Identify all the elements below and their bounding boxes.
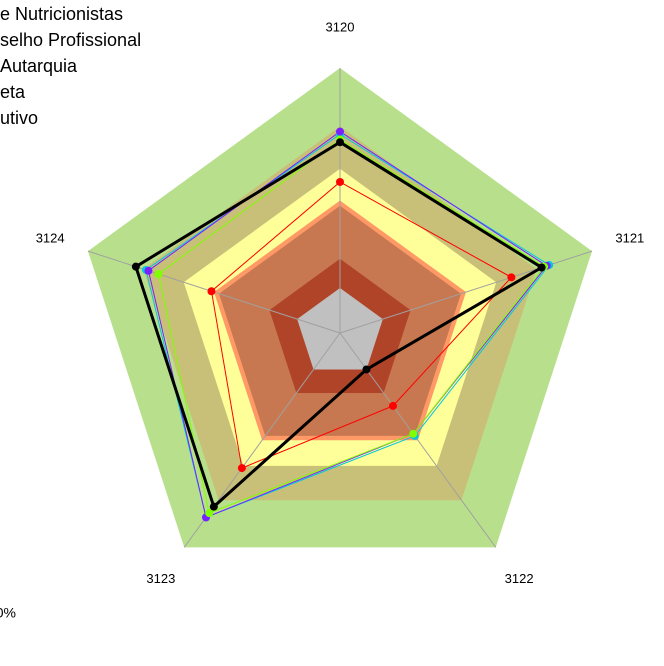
series-point: [209, 502, 218, 511]
series-line: [210, 181, 513, 469]
legend-label: selho Profissional: [0, 30, 141, 50]
series-point: [336, 177, 344, 186]
series-point: [409, 429, 418, 438]
series-point: [131, 262, 140, 271]
axis-label: 3123: [146, 571, 175, 586]
legend-label: Autarquia: [0, 56, 78, 76]
series-point: [507, 273, 516, 282]
series-line: [134, 140, 545, 510]
series-point: [207, 287, 216, 296]
series-point: [336, 138, 344, 147]
series-point: [205, 509, 214, 518]
legend-label: eta: [0, 82, 26, 102]
axis-label: 3122: [505, 571, 534, 586]
legend-label: utivo: [0, 108, 38, 128]
series-point: [237, 464, 246, 473]
series-line: [157, 138, 545, 514]
series-point: [362, 365, 371, 374]
axis-label: 3124: [36, 230, 65, 245]
series-line: [147, 130, 548, 519]
series-point: [336, 127, 344, 136]
series-point: [154, 270, 163, 279]
series-point: [537, 263, 546, 272]
series-line: [145, 133, 550, 519]
axis-label: 3121: [615, 230, 644, 245]
series-point: [144, 266, 153, 275]
series-point: [388, 401, 397, 410]
axis-label: 3120: [326, 20, 355, 35]
legend-label: e Nutricionistas: [0, 4, 123, 24]
footer-text: 0%: [0, 605, 16, 621]
